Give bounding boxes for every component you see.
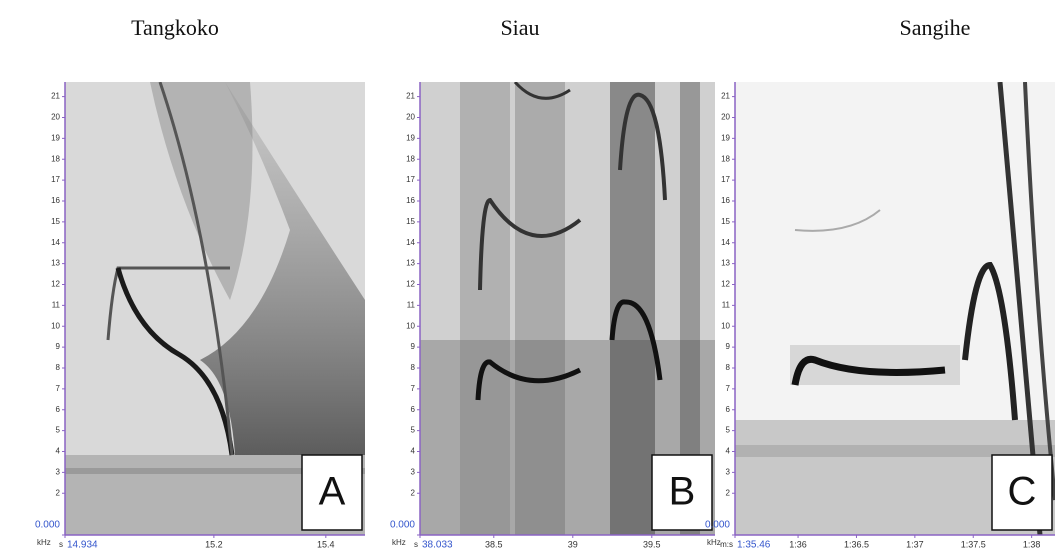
x-tick-label: 1:37 — [906, 539, 924, 549]
panel-label: C — [1008, 470, 1037, 514]
y-tick-label: 11 — [407, 300, 416, 309]
y-tick-label: 0.000 — [35, 520, 60, 531]
y-tick-label: 16 — [406, 196, 415, 205]
x-tick-label: 38.5 — [485, 539, 503, 549]
page: {"chart_data": [ {"type": "spectrogram",… — [0, 0, 1055, 550]
y-tick-label: 19 — [721, 133, 730, 142]
y-tick-label: 17 — [406, 175, 415, 184]
y-tick-label: 7 — [726, 384, 731, 393]
y-tick-label: 5 — [56, 426, 61, 435]
y-tick-label: 2 — [56, 488, 61, 497]
y-tick-label: 14 — [406, 238, 415, 247]
y-tick-label: 12 — [51, 280, 60, 289]
x-tick-label: 14.934 — [67, 540, 98, 550]
y-tick-label: 18 — [51, 154, 60, 163]
y-tick-label: 19 — [51, 133, 60, 142]
y-tick-label: 17 — [721, 175, 730, 184]
x-tick-label: 1:36 — [789, 539, 807, 549]
x-axis-unit: m:s — [720, 540, 733, 549]
y-tick-label: 9 — [56, 342, 61, 351]
x-tick-label: 1:36.5 — [844, 539, 869, 549]
y-tick-label: 14 — [721, 238, 730, 247]
y-tick-label: 18 — [406, 154, 415, 163]
y-tick-label: 4 — [411, 447, 416, 456]
y-tick-label: 20 — [721, 113, 730, 122]
x-tick-label: 1:37.5 — [961, 539, 986, 549]
y-tick-label: 3 — [726, 467, 731, 476]
y-tick-label: 21 — [406, 92, 415, 101]
y-tick-label: 17 — [51, 175, 60, 184]
figure: Tangkoko 0.000 2 3 4 5 6 7 8 9 10 11 12 13 14 15 16 17 18 1… — [0, 0, 1055, 550]
y-tick-label: 13 — [721, 259, 730, 268]
y-tick-label: 10 — [721, 321, 730, 330]
y-tick-label: 19 — [406, 133, 415, 142]
x-tick-label: 15.4 — [317, 539, 335, 549]
y-tick-label: 18 — [721, 154, 730, 163]
y-axis-unit: kHz — [37, 538, 51, 547]
y-tick-label: 11 — [722, 300, 731, 309]
y-tick-label: 6 — [56, 405, 61, 414]
y-tick-label: 0.000 — [705, 520, 730, 531]
y-tick-label: 12 — [721, 280, 730, 289]
panel-title: Sangihe — [900, 15, 971, 40]
y-tick-label: 20 — [406, 113, 415, 122]
y-tick-label: 13 — [51, 259, 60, 268]
y-tick-label: 10 — [51, 321, 60, 330]
y-axis-unit: kHz — [392, 538, 406, 547]
y-tick-label: 12 — [406, 280, 415, 289]
y-tick-label: 21 — [721, 92, 730, 101]
x-tick-label: 1:35.46 — [737, 540, 771, 550]
y-tick-label: 9 — [411, 342, 416, 351]
x-tick-label: 1:38 — [1023, 539, 1041, 549]
y-tick-label: 2 — [726, 488, 731, 497]
y-tick-label: 8 — [411, 363, 416, 372]
y-tick-label: 4 — [56, 447, 61, 456]
panel-label: B — [669, 470, 696, 514]
y-tick-label: 15 — [721, 217, 730, 226]
y-tick-label: 16 — [51, 196, 60, 205]
y-tick-label: 7 — [411, 384, 416, 393]
y-tick-label: 21 — [51, 92, 60, 101]
y-tick-label: 14 — [51, 238, 60, 247]
y-tick-label: 3 — [56, 467, 61, 476]
y-tick-label: 20 — [51, 113, 60, 122]
y-tick-label: 4 — [726, 447, 731, 456]
y-tick-label: 15 — [406, 217, 415, 226]
y-axis-unit: kHz — [707, 538, 721, 547]
y-tick-label: 8 — [56, 363, 61, 372]
panel-label: A — [319, 470, 346, 514]
y-tick-label: 6 — [726, 405, 731, 414]
y-tick-label: 0.000 — [390, 520, 415, 531]
y-tick-label: 15 — [51, 217, 60, 226]
y-tick-label: 11 — [52, 300, 61, 309]
x-axis-unit: s — [59, 540, 63, 549]
y-tick-label: 2 — [411, 488, 416, 497]
x-tick-label: 39.5 — [643, 539, 661, 549]
x-axis-unit: s — [414, 540, 418, 549]
y-tick-label: 8 — [726, 363, 731, 372]
panel-title: Siau — [500, 15, 539, 40]
y-tick-label: 3 — [411, 467, 416, 476]
panel-title: Tangkoko — [131, 15, 219, 40]
y-tick-label: 10 — [406, 321, 415, 330]
x-tick-label: 39 — [568, 539, 578, 549]
y-tick-label: 9 — [726, 342, 731, 351]
y-tick-label: 5 — [411, 426, 416, 435]
x-tick-label: 38.033 — [422, 540, 453, 550]
y-tick-label: 16 — [721, 196, 730, 205]
y-tick-label: 7 — [56, 384, 61, 393]
y-tick-label: 6 — [411, 405, 416, 414]
x-tick-label: 15.2 — [205, 539, 223, 549]
y-tick-label: 13 — [406, 259, 415, 268]
y-tick-label: 5 — [726, 426, 731, 435]
